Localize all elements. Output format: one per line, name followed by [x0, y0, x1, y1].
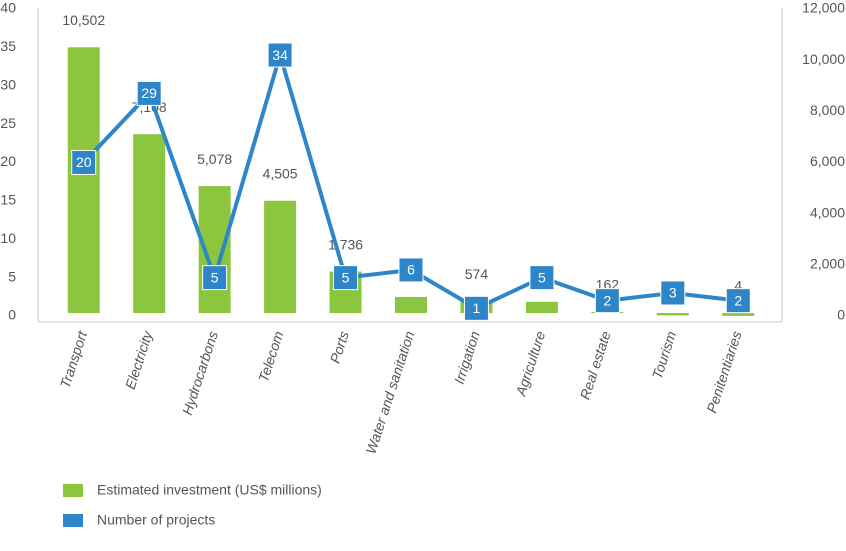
bar	[133, 134, 166, 313]
bar-value-label: 4,505	[263, 165, 298, 181]
y2-tick-label: 0	[837, 307, 845, 323]
line-value-label: 5	[211, 269, 219, 285]
y-tick-label: 15	[0, 192, 16, 208]
bar-value-label: 5,078	[197, 151, 232, 167]
line-value-label: 29	[141, 85, 157, 101]
y2-tick-label: 12,000	[802, 0, 845, 16]
y-tick-label: 40	[0, 0, 16, 16]
bar	[395, 296, 427, 313]
legend-label: Estimated investment (US$ millions)	[97, 482, 322, 498]
bar	[656, 313, 689, 316]
line-marker	[202, 265, 228, 291]
bar	[264, 200, 297, 313]
x-tick-label: Ports	[327, 329, 352, 365]
x-tick-label: Electricity	[122, 328, 156, 391]
x-tick-label: Hydrocarbons	[179, 329, 221, 417]
y-tick-label: 20	[0, 153, 16, 169]
line-value-label: 2	[603, 292, 611, 308]
bar	[67, 47, 100, 314]
line-marker	[594, 288, 620, 314]
y-tick-label: 25	[0, 115, 16, 131]
y2-tick-label: 2,000	[810, 256, 845, 272]
x-tick-label: Transport	[57, 328, 91, 390]
y-tick-label: 35	[0, 38, 16, 54]
x-tick-label: Tourism	[649, 329, 680, 381]
y2-tick-label: 6,000	[810, 153, 845, 169]
bar-value-label: 10,502	[62, 12, 105, 28]
legend-label: Number of projects	[97, 512, 215, 528]
line-marker	[333, 265, 359, 291]
line-value-label: 2	[734, 292, 742, 308]
line-marker	[136, 80, 162, 106]
line-marker	[725, 288, 751, 314]
legend-swatch	[63, 514, 83, 527]
y2-tick-label: 4,000	[810, 204, 845, 220]
legend-swatch	[63, 484, 83, 497]
bar	[525, 301, 558, 313]
line-marker	[267, 42, 293, 68]
y-tick-label: 0	[8, 307, 16, 323]
line-marker	[463, 295, 489, 321]
x-tick-label: Telecom	[255, 329, 287, 384]
line-value-label: 20	[76, 154, 92, 170]
line-value-label: 3	[669, 285, 677, 301]
line-marker	[71, 150, 97, 175]
bar	[722, 313, 755, 316]
line-marker	[660, 280, 686, 306]
line-value-label: 34	[272, 47, 288, 63]
bar-value-label: 574	[465, 266, 489, 282]
y-tick-label: 10	[0, 230, 16, 246]
line-value-label: 5	[342, 269, 350, 285]
y2-tick-label: 10,000	[802, 51, 845, 67]
x-tick-label: Water and sanitation	[363, 329, 418, 456]
y-tick-label: 30	[0, 76, 16, 92]
x-tick-label: Agriculture	[512, 329, 548, 399]
line-value-label: 1	[473, 300, 481, 316]
y-tick-label: 5	[8, 268, 16, 284]
x-tick-label: Irrigation	[451, 329, 483, 386]
line-marker	[529, 265, 555, 291]
line-marker	[398, 257, 424, 283]
line-value-label: 6	[407, 262, 415, 278]
line-value-label: 5	[538, 269, 546, 285]
x-tick-label: Real estate	[577, 329, 614, 402]
bar-value-label: 4	[734, 278, 742, 294]
x-tick-label: Penitentiaries	[703, 329, 744, 415]
y2-tick-label: 8,000	[810, 102, 845, 118]
